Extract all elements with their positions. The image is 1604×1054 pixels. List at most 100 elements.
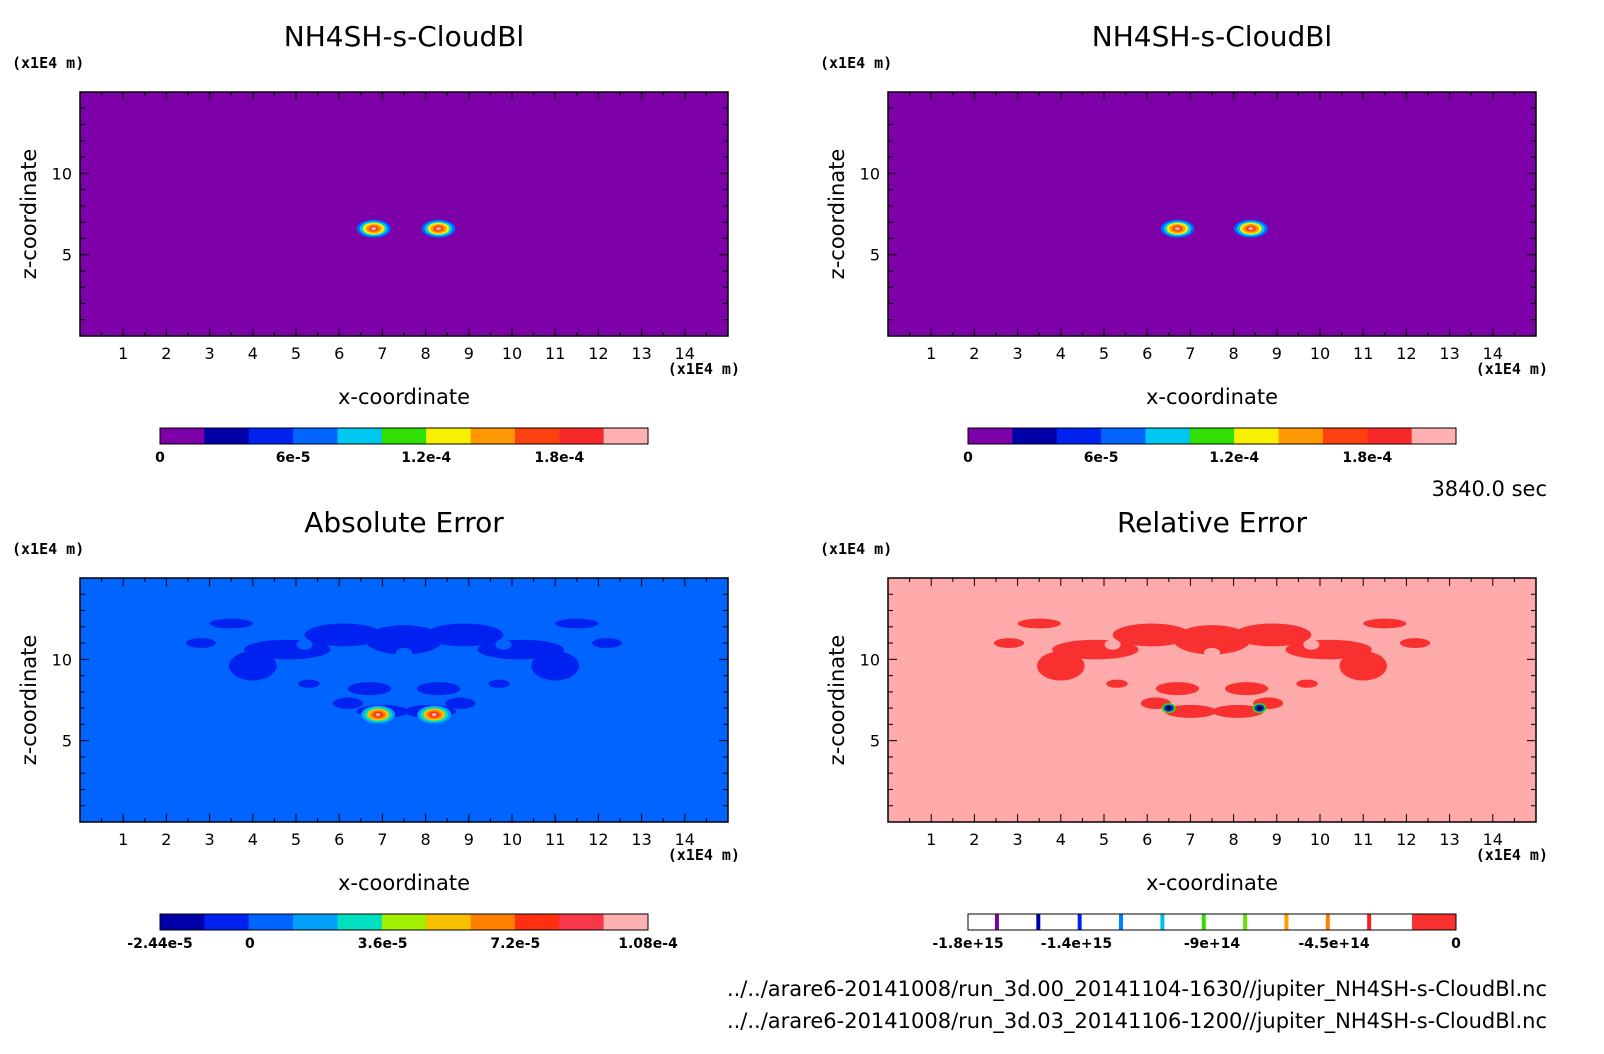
colorbar: 0 6e-5 1.2e-4 1.8e-4	[155, 427, 649, 466]
error-contour-region	[209, 618, 253, 629]
colorbar-segment	[381, 428, 427, 444]
x-tick-label: 13	[631, 344, 651, 363]
error-contour-region	[425, 623, 504, 647]
contour-gap	[296, 639, 313, 650]
colorbar-segment	[1322, 428, 1368, 444]
colorbar-segment	[470, 428, 516, 444]
colorbar-tick-label: 6e-5	[276, 450, 311, 466]
colorbar-segment	[248, 914, 294, 930]
colorbar-tick-label: -2.44e-5	[127, 936, 192, 952]
x-tick-label: 2	[161, 830, 171, 849]
error-contour-region	[365, 625, 443, 655]
error-contour-region	[1017, 618, 1061, 629]
x-tick-label: 9	[464, 830, 474, 849]
colorbar-segment	[559, 914, 605, 930]
x-unit-label: (x1E4 m)	[668, 360, 740, 378]
field-layer	[1160, 219, 1268, 238]
colorbar-segment	[293, 428, 338, 444]
colorbar-segment	[1411, 428, 1457, 444]
x-tick-label: 3	[1013, 830, 1023, 849]
error-contour-region	[591, 638, 623, 648]
colorbar-segment	[514, 428, 560, 444]
colorbar-segment	[426, 428, 472, 444]
colorbar-frame	[159, 427, 649, 445]
field-background	[888, 92, 1536, 336]
colorbar-segment	[381, 914, 427, 930]
x-tick-label: 14	[675, 830, 695, 849]
colorbar-segment	[470, 914, 516, 930]
x-tick-label: 3	[205, 830, 215, 849]
x-tick-label: 1	[926, 830, 936, 849]
error-contour-region	[1106, 679, 1128, 688]
x-tick-label: 10	[502, 830, 522, 849]
error-contour-region	[993, 638, 1025, 648]
y-tick-label: 5	[870, 732, 880, 751]
x-axis-label: x-coordinate	[1146, 871, 1278, 895]
x-tick-label: 1	[118, 830, 128, 849]
colorbar-tick-label: 1.08e-4	[618, 936, 678, 952]
colorbar-level-line	[1036, 914, 1041, 930]
y-unit-label: (x1E4 m)	[12, 54, 84, 72]
blob-level	[1174, 227, 1180, 231]
colorbar-level-line	[1201, 914, 1206, 930]
colorbar: 0 6e-5 1.2e-4 1.8e-4	[963, 427, 1457, 466]
colorbar-tick-label: 0	[1451, 936, 1461, 952]
x-tick-label: 5	[1099, 830, 1109, 849]
colorbar-end-segment	[1412, 914, 1456, 930]
x-tick-label: 4	[1056, 830, 1066, 849]
x-tick-label: 2	[969, 830, 979, 849]
x-tick-label: 12	[1396, 344, 1416, 363]
x-tick-label: 4	[248, 344, 258, 363]
colorbar-frame	[967, 427, 1457, 445]
x-tick-label: 9	[1272, 344, 1282, 363]
x-tick-label: 10	[1310, 830, 1330, 849]
x-unit-label: (x1E4 m)	[668, 846, 740, 864]
blob-level	[431, 713, 437, 717]
error-contour-region	[1155, 682, 1200, 696]
x-tick-label: 5	[291, 344, 301, 363]
panel-title: Relative Error	[1117, 506, 1308, 539]
y-tick-label: 10	[52, 650, 72, 669]
x-tick-label: 7	[1185, 830, 1195, 849]
contour-gap	[1303, 639, 1320, 650]
x-tick-label: 11	[1353, 344, 1373, 363]
x-tick-label: 9	[1272, 830, 1282, 849]
blob-level	[375, 713, 381, 717]
y-tick-label: 10	[860, 650, 880, 669]
panel-title: NH4SH-s-CloudBl	[1092, 20, 1332, 53]
x-tick-label: 11	[545, 344, 565, 363]
x-tick-label: 8	[421, 344, 431, 363]
colorbar-tick-label: 1.2e-4	[401, 450, 451, 466]
y-tick-label: 10	[860, 164, 880, 183]
colorbar-tick-label: 7.2e-5	[490, 936, 540, 952]
x-tick-label: 1	[118, 344, 128, 363]
error-contour-region	[1399, 638, 1431, 648]
x-tick-label: 5	[1099, 344, 1109, 363]
y-tick-label: 5	[870, 246, 880, 265]
colorbar-tick-label: 0	[963, 450, 973, 466]
x-tick-label: 7	[1185, 344, 1195, 363]
x-tick-label: 8	[421, 830, 431, 849]
error-contour-region	[1037, 651, 1085, 681]
contour-gap	[1204, 647, 1220, 658]
colorbar-tick-label: -4.5e+14	[1298, 936, 1370, 952]
colorbar-tick-label: 0	[155, 450, 165, 466]
error-contour-region	[488, 679, 510, 688]
colorbar-tick-label: -9e+14	[1184, 936, 1241, 952]
colorbar-level-line	[1243, 914, 1248, 930]
colorbar-level-line	[1325, 914, 1330, 930]
x-tick-label: 7	[377, 344, 387, 363]
colorbar-body	[968, 914, 1456, 930]
error-contour-region	[1296, 679, 1318, 688]
y-axis-label: z-coordinate	[17, 149, 41, 280]
colorbar-segment	[1367, 428, 1413, 444]
blob-level	[1248, 227, 1254, 231]
x-tick-label: 6	[334, 344, 344, 363]
panel-4: Relative Error(x1E4 m)1 2 3 4 5 6 7 8 9 10 11 12 13 1…	[820, 506, 1548, 952]
error-contour-region	[1224, 682, 1269, 696]
colorbar-tick-label: 3.6e-5	[358, 936, 408, 952]
colorbar-segment	[559, 428, 605, 444]
contour-gap	[495, 639, 512, 650]
y-tick-label: 5	[62, 246, 72, 265]
